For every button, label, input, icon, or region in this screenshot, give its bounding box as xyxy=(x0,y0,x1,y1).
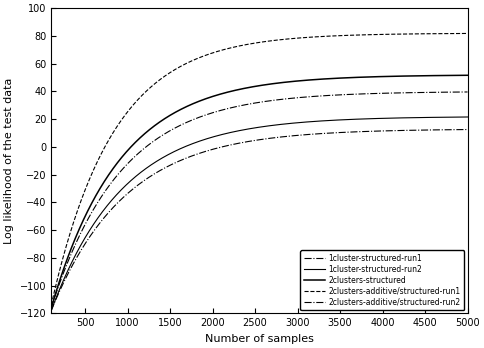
2clusters-additive/structured-run1 xyxy=(453,31,458,35)
2clusters-additive/structured-run1 xyxy=(376,32,382,37)
Line: 1cluster-structured-run2: 1cluster-structured-run2 xyxy=(51,117,468,311)
2clusters-additive/structured-run2 xyxy=(465,90,470,94)
1cluster-structured-run1 xyxy=(251,139,257,143)
2clusters-additive/structured-run2 xyxy=(376,91,382,95)
Line: 2clusters-additive/structured-run2: 2clusters-additive/structured-run2 xyxy=(51,92,468,308)
1cluster-structured-run1 xyxy=(70,263,76,267)
2clusters-additive/structured-run1 xyxy=(251,41,257,45)
Legend: 1cluster-structured-run1, 1cluster-structured-run2, 2clusters-structured, 2clust: 1cluster-structured-run1, 1cluster-struc… xyxy=(300,250,465,310)
2clusters-additive/structured-run1 xyxy=(465,31,470,35)
1cluster-structured-run2 xyxy=(240,128,245,132)
Line: 2clusters-additive/structured-run1: 2clusters-additive/structured-run1 xyxy=(51,33,468,305)
2clusters-structured xyxy=(251,85,257,89)
1cluster-structured-run1 xyxy=(453,128,458,132)
1cluster-structured-run2 xyxy=(70,259,76,263)
2clusters-additive/structured-run2 xyxy=(453,90,458,94)
2clusters-additive/structured-run2 xyxy=(453,90,458,94)
1cluster-structured-run1 xyxy=(240,141,245,145)
2clusters-additive/structured-run2 xyxy=(251,101,257,105)
2clusters-additive/structured-run2 xyxy=(240,103,245,108)
Line: 1cluster-structured-run1: 1cluster-structured-run1 xyxy=(51,129,468,311)
Y-axis label: Log likelihood of the test data: Log likelihood of the test data xyxy=(4,78,14,244)
2clusters-additive/structured-run2 xyxy=(48,306,54,310)
1cluster-structured-run2 xyxy=(453,115,458,119)
1cluster-structured-run1 xyxy=(376,129,382,133)
2clusters-structured xyxy=(376,74,382,79)
X-axis label: Number of samples: Number of samples xyxy=(205,334,314,344)
2clusters-additive/structured-run1 xyxy=(453,31,458,35)
1cluster-structured-run1 xyxy=(48,309,54,313)
Line: 2clusters-structured: 2clusters-structured xyxy=(51,75,468,308)
1cluster-structured-run2 xyxy=(251,126,257,130)
2clusters-additive/structured-run2 xyxy=(70,249,76,253)
2clusters-structured xyxy=(453,73,458,78)
1cluster-structured-run2 xyxy=(465,115,470,119)
1cluster-structured-run2 xyxy=(453,115,458,119)
1cluster-structured-run2 xyxy=(48,309,54,313)
2clusters-structured xyxy=(48,306,54,310)
2clusters-additive/structured-run1 xyxy=(48,303,54,307)
2clusters-structured xyxy=(240,87,245,91)
2clusters-additive/structured-run1 xyxy=(240,43,245,47)
1cluster-structured-run2 xyxy=(376,116,382,120)
1cluster-structured-run1 xyxy=(465,127,470,132)
2clusters-structured xyxy=(70,243,76,247)
2clusters-structured xyxy=(453,73,458,78)
2clusters-structured xyxy=(465,73,470,77)
1cluster-structured-run1 xyxy=(453,128,458,132)
2clusters-additive/structured-run1 xyxy=(70,224,76,228)
